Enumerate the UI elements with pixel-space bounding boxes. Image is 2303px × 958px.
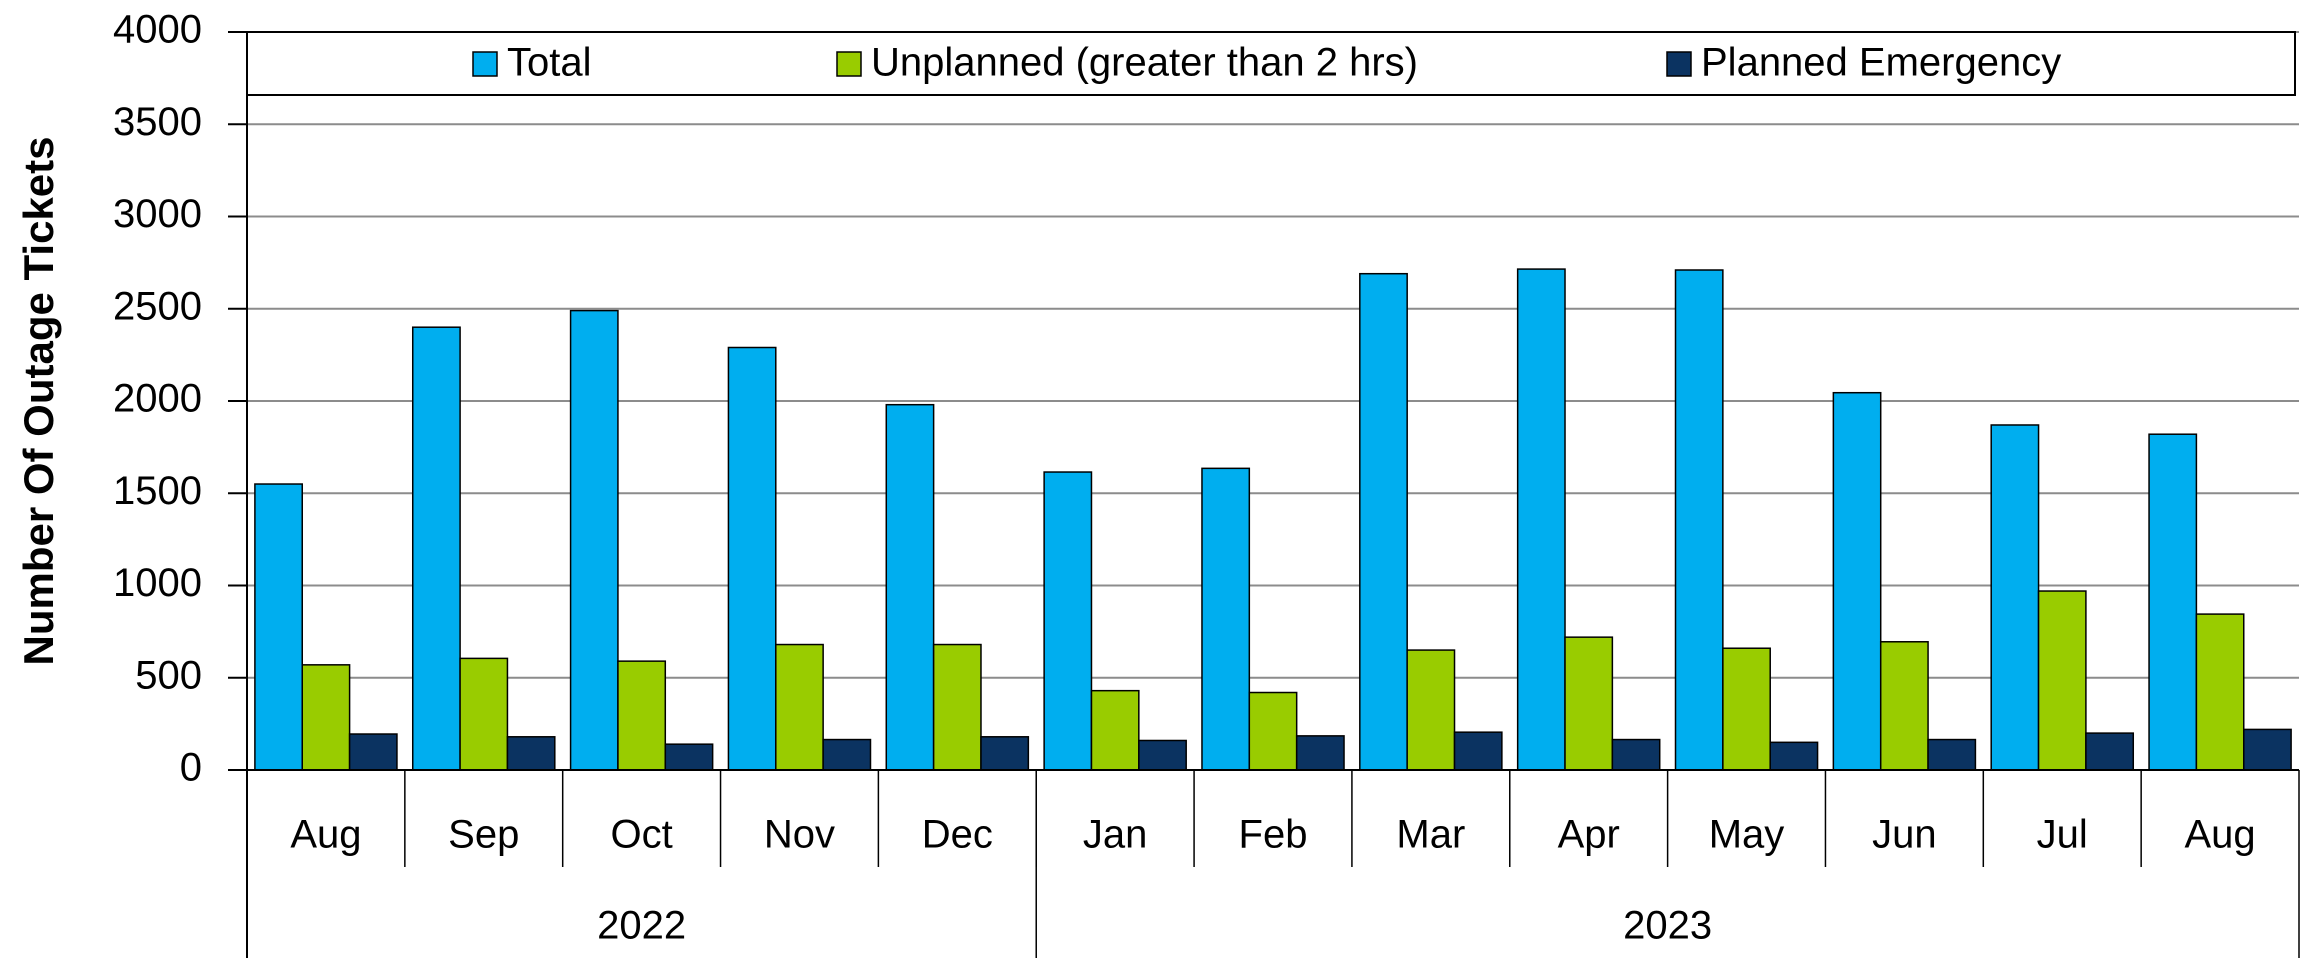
bar: [411, 326, 461, 771]
group-label: 2023: [1623, 904, 1712, 948]
x-tick-label: Feb: [1239, 813, 1308, 857]
bar: [506, 736, 556, 771]
x-tick-label: Mar: [1396, 813, 1465, 857]
legend-box: [246, 31, 2296, 96]
legend-swatch: [472, 51, 498, 77]
bar: [775, 643, 824, 771]
bar: [1769, 741, 1819, 771]
bar: [1138, 739, 1187, 771]
y-tick-label: 3000: [113, 192, 202, 236]
x-tick-label: Dec: [922, 813, 993, 857]
bar: [1927, 738, 1977, 771]
bar: [2037, 590, 2087, 771]
y-tick-label: 3500: [113, 100, 202, 144]
y-tick-label: 2500: [113, 284, 202, 328]
x-tick-label: Jul: [2037, 813, 2088, 857]
bar: [569, 309, 619, 771]
x-tick-label: Nov: [764, 813, 835, 857]
y-tick-label: 1500: [113, 469, 202, 513]
bar: [1674, 269, 1724, 771]
y-tick-label: 0: [180, 746, 202, 790]
x-tick-label: Oct: [610, 813, 672, 857]
bar: [727, 346, 777, 771]
bar: [1990, 424, 2040, 771]
bar: [1406, 649, 1456, 771]
bar: [885, 403, 935, 771]
y-tick-label: 500: [135, 653, 202, 697]
y-tick-label: 2000: [113, 377, 202, 421]
bar: [1832, 391, 1882, 771]
bar: [664, 743, 714, 771]
x-tick-label: Aug: [2184, 813, 2255, 857]
bar: [1201, 467, 1251, 771]
legend-swatch: [1666, 51, 1692, 77]
bar: [1611, 738, 1661, 771]
bar: [1722, 647, 1771, 771]
bar: [2085, 732, 2135, 771]
y-axis-title: Number Of Outage Tickets: [15, 136, 62, 665]
legend-label: Planned Emergency: [1701, 41, 2061, 85]
bar: [348, 733, 398, 771]
bar: [1564, 636, 1614, 771]
bar: [1295, 735, 1345, 771]
legend-label: Unplanned (greater than 2 hrs): [871, 41, 1418, 85]
bar: [459, 657, 509, 771]
x-tick-label: Jun: [1872, 813, 1937, 857]
legend-label: Total: [507, 41, 592, 85]
legend-swatch: [836, 51, 862, 77]
bar: [1248, 691, 1298, 771]
bar: [2195, 613, 2245, 771]
bar: [822, 738, 872, 771]
group-label: 2022: [597, 904, 686, 948]
x-tick-label: Sep: [448, 813, 519, 857]
bar: [1359, 272, 1408, 771]
bar: [980, 736, 1030, 771]
bar: [2148, 433, 2198, 771]
bar: [1090, 689, 1140, 771]
bar: [1453, 731, 1503, 771]
bar: [1043, 471, 1093, 771]
bar: [617, 660, 667, 771]
x-tick-label: Apr: [1558, 813, 1620, 857]
bar: [1516, 268, 1566, 771]
y-tick-label: 1000: [113, 561, 202, 605]
y-tick-label: 4000: [113, 8, 202, 52]
bar: [2243, 728, 2292, 771]
x-tick-label: May: [1709, 813, 1785, 857]
bar: [932, 643, 982, 771]
x-tick-label: Jan: [1083, 813, 1148, 857]
bar: [301, 664, 351, 771]
bar: [1879, 641, 1929, 771]
x-tick-label: Aug: [290, 813, 361, 857]
bar: [254, 483, 303, 771]
